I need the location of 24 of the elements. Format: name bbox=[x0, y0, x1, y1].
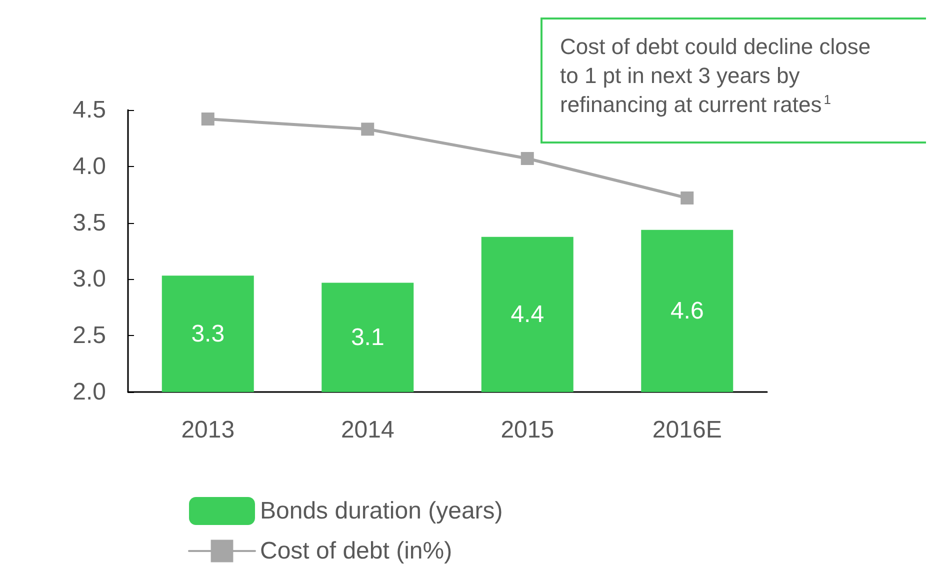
legend-label: Bonds duration (years) bbox=[260, 498, 503, 524]
point bbox=[520, 152, 534, 166]
data-label: 3.3 bbox=[191, 320, 225, 348]
point bbox=[201, 112, 214, 126]
x-tick-label: 2015 bbox=[500, 416, 554, 444]
y-tick-label: 3.0 bbox=[72, 266, 106, 293]
y-tick-label: 2.0 bbox=[72, 378, 106, 406]
y-tick-label: 2.5 bbox=[72, 322, 106, 350]
bar bbox=[641, 230, 734, 392]
x-tick-label: 2014 bbox=[340, 416, 394, 444]
y-tick-label: 4.0 bbox=[72, 152, 106, 180]
x-tick-label: 2016E bbox=[652, 416, 722, 444]
bar bbox=[322, 282, 414, 392]
data-label: 4.4 bbox=[510, 300, 544, 328]
x-tick-label: 2013 bbox=[181, 416, 235, 444]
y-tick-label: 4.5 bbox=[72, 96, 106, 124]
bar bbox=[162, 276, 254, 392]
bar bbox=[481, 236, 574, 392]
legend-label: Cost of debt (in%) bbox=[260, 538, 452, 564]
data-label: 4.6 bbox=[670, 297, 704, 324]
y-tick-label: 3.5 bbox=[72, 209, 106, 236]
point bbox=[680, 191, 694, 204]
point bbox=[361, 122, 374, 136]
data-label: 3.1 bbox=[350, 324, 384, 351]
